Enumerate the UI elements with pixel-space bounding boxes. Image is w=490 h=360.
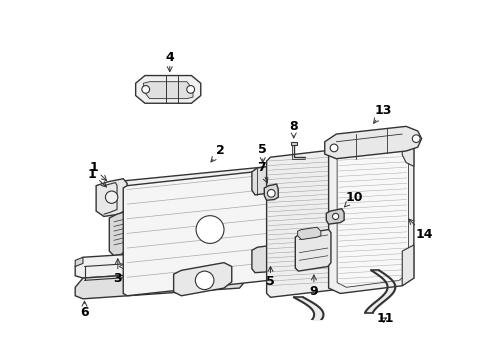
Polygon shape bbox=[326, 209, 344, 224]
Polygon shape bbox=[252, 246, 272, 273]
Text: 1: 1 bbox=[89, 161, 106, 181]
Polygon shape bbox=[75, 247, 247, 278]
Polygon shape bbox=[264, 184, 278, 200]
Polygon shape bbox=[109, 212, 126, 256]
Circle shape bbox=[412, 135, 420, 143]
Circle shape bbox=[268, 189, 275, 197]
Polygon shape bbox=[75, 268, 247, 299]
Circle shape bbox=[142, 86, 149, 93]
Text: 9: 9 bbox=[310, 275, 318, 298]
Text: 5: 5 bbox=[258, 143, 267, 162]
Text: 5: 5 bbox=[266, 266, 275, 288]
Text: 3: 3 bbox=[114, 259, 122, 284]
Polygon shape bbox=[325, 126, 421, 159]
Text: 4: 4 bbox=[166, 50, 174, 72]
Circle shape bbox=[187, 86, 195, 93]
Polygon shape bbox=[402, 245, 414, 286]
Polygon shape bbox=[123, 168, 294, 296]
Text: 7: 7 bbox=[257, 161, 268, 183]
Polygon shape bbox=[144, 82, 193, 99]
Text: 8: 8 bbox=[290, 120, 298, 138]
Text: 14: 14 bbox=[409, 219, 433, 240]
Text: 12: 12 bbox=[0, 359, 1, 360]
Polygon shape bbox=[136, 76, 201, 103]
Text: 2: 2 bbox=[211, 144, 224, 162]
Polygon shape bbox=[110, 177, 290, 206]
Text: 6: 6 bbox=[80, 301, 89, 319]
Circle shape bbox=[330, 144, 338, 152]
Polygon shape bbox=[240, 249, 247, 259]
Polygon shape bbox=[292, 142, 297, 145]
Polygon shape bbox=[402, 134, 414, 166]
Circle shape bbox=[196, 271, 214, 289]
Circle shape bbox=[105, 191, 118, 203]
Text: 1: 1 bbox=[88, 168, 106, 187]
Text: 13: 13 bbox=[373, 104, 392, 123]
Polygon shape bbox=[173, 263, 232, 296]
Polygon shape bbox=[295, 230, 331, 271]
Polygon shape bbox=[337, 143, 409, 287]
Polygon shape bbox=[96, 179, 127, 216]
Polygon shape bbox=[252, 166, 272, 195]
Circle shape bbox=[196, 216, 224, 243]
Polygon shape bbox=[110, 165, 290, 194]
Circle shape bbox=[333, 213, 339, 220]
Text: 10: 10 bbox=[344, 191, 363, 207]
Polygon shape bbox=[75, 257, 83, 266]
Text: 11: 11 bbox=[376, 312, 393, 325]
Polygon shape bbox=[329, 134, 414, 293]
Polygon shape bbox=[297, 227, 321, 239]
Polygon shape bbox=[267, 149, 345, 297]
